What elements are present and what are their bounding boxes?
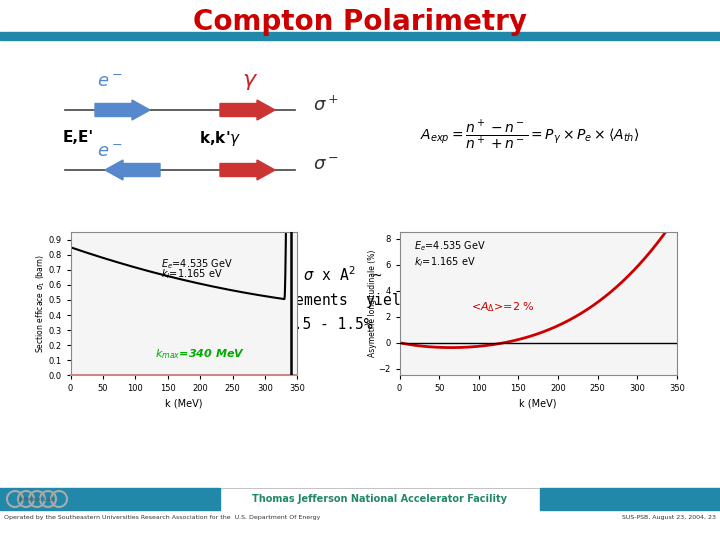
Y-axis label: Asymetrie longitudinale (%): Asymetrie longitudinale (%) — [368, 250, 377, 357]
Text: $k_l$=1.165 eV: $k_l$=1.165 eV — [414, 255, 475, 268]
FancyArrow shape — [220, 160, 275, 180]
Y-axis label: Section efficace $\sigma_1$ (barn): Section efficace $\sigma_1$ (barn) — [35, 254, 47, 353]
Text: $A_{exp} = \dfrac{n^+ - n^-}{n^+ + n^-} = P_\gamma \times P_e \times \langle A_{: $A_{exp} = \dfrac{n^+ - n^-}{n^+ + n^-} … — [420, 118, 640, 152]
Text: E,E': E,E' — [63, 131, 94, 145]
Text: Jefferson Lab: Jefferson Lab — [19, 496, 55, 502]
Bar — [0, 32, 720, 40]
Text: • Differential Measurements  yield higher $\langle$A$\rangle$: • Differential Measurements yield higher… — [110, 291, 500, 309]
Text: Thomas Jefferson National Accelerator Facility: Thomas Jefferson National Accelerator Fa… — [253, 494, 508, 504]
FancyArrow shape — [105, 160, 160, 180]
Text: • Absolute accuracy 0.5 - 1.5%: • Absolute accuracy 0.5 - 1.5% — [110, 316, 372, 332]
Bar — [540, 488, 720, 510]
Text: $\sigma^-$: $\sigma^-$ — [313, 156, 339, 174]
Text: $E_e$=4.535 GeV: $E_e$=4.535 GeV — [414, 239, 486, 253]
Text: <$A_\Delta$>=2 %: <$A_\Delta$>=2 % — [471, 300, 535, 314]
Text: $k_{max}$=340 MeV: $k_{max}$=340 MeV — [155, 347, 245, 361]
FancyArrow shape — [95, 100, 150, 120]
Text: $E_e$=4.535 GeV: $E_e$=4.535 GeV — [161, 257, 233, 271]
Text: $e^-$: $e^-$ — [97, 143, 123, 161]
Text: $k_l$=1.165 eV: $k_l$=1.165 eV — [161, 267, 223, 281]
Text: Operated by the Southeastern Universities Research Association for the  U.S. Dep: Operated by the Southeastern Universitie… — [4, 516, 320, 521]
X-axis label: k (MeV): k (MeV) — [165, 399, 203, 409]
X-axis label: k (MeV): k (MeV) — [519, 399, 557, 409]
Text: $\gamma$: $\gamma$ — [242, 72, 258, 92]
Text: $\sigma^+$: $\sigma^+$ — [313, 96, 339, 114]
Text: SUS-PSB, August 23, 2004, 23: SUS-PSB, August 23, 2004, 23 — [622, 516, 716, 521]
Text: • Figure-of-Merit  ~  $\sigma$ x A$^2$  ~  k$^2$ x E$^2$: • Figure-of-Merit ~ $\sigma$ x A$^2$ ~ k… — [110, 264, 458, 286]
Bar — [0, 488, 220, 510]
Text: k,k'$\gamma$: k,k'$\gamma$ — [199, 129, 241, 147]
FancyArrow shape — [220, 100, 275, 120]
Text: $e^-$: $e^-$ — [97, 73, 123, 91]
Text: Compton Polarimetry: Compton Polarimetry — [193, 8, 527, 36]
